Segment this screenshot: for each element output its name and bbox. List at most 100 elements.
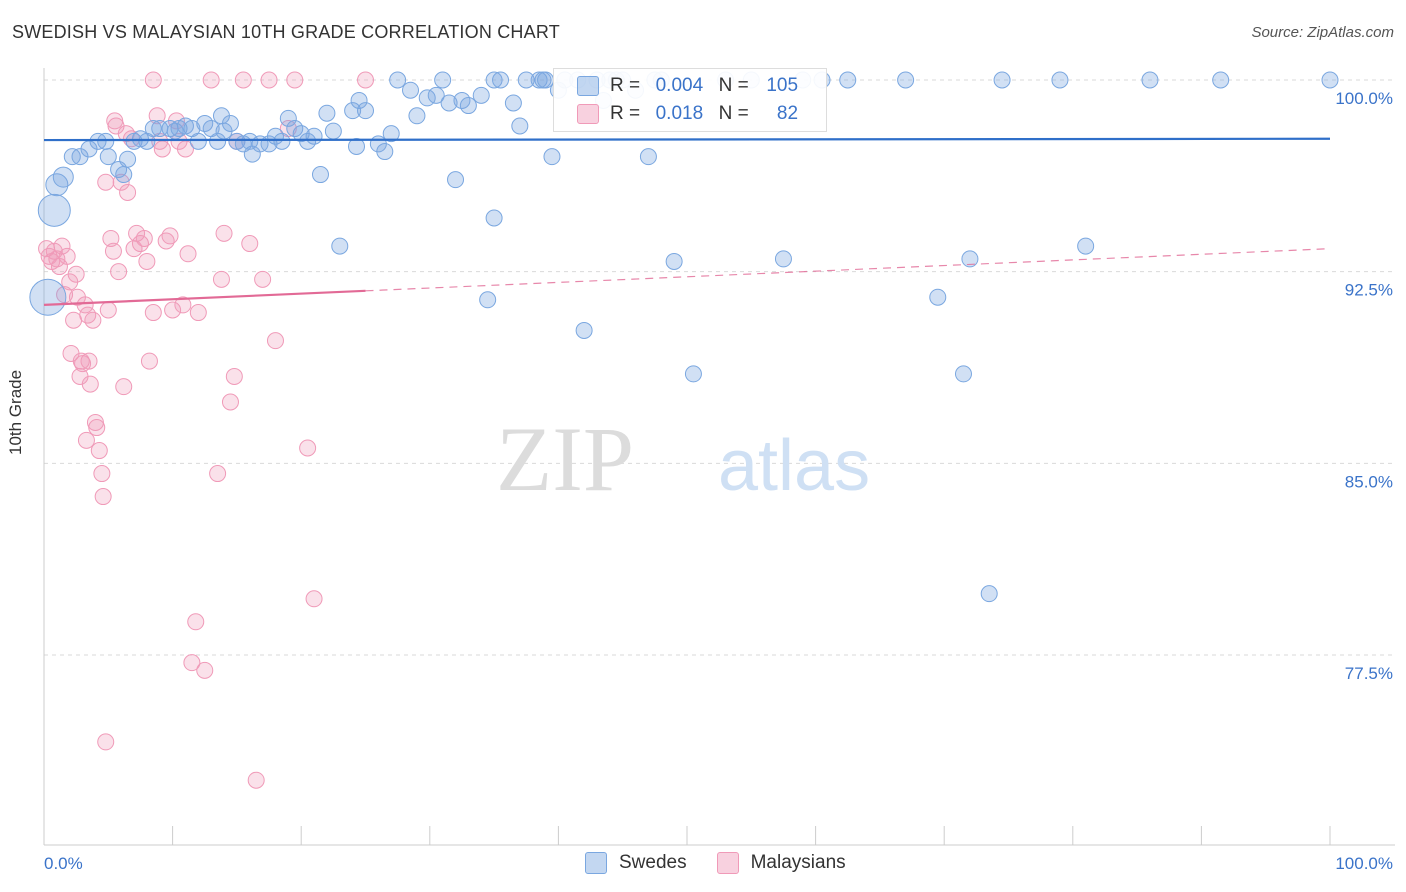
malaysians-point [80,352,98,370]
swedes-point [639,148,657,166]
x-tick-label: 100.0% [1335,854,1393,873]
swedes-point [99,148,117,166]
legend-n-value: 105 [766,75,799,96]
malaysians-point [260,71,278,89]
swedes-point [344,102,362,120]
legend-swatch-malaysians [577,104,599,124]
malaysians-point [164,301,182,319]
swedes-point [447,171,465,189]
malaysians-point [140,352,158,370]
malaysians-point [196,661,214,679]
malaysians-point [183,654,201,672]
watermark-atlas: atlas [718,426,870,506]
swedes-point [434,71,452,89]
malaysians-point [209,465,227,483]
malaysians-point [266,332,284,350]
swedes-point [492,71,510,89]
legend-item-swedes[interactable]: Swedes [585,852,687,874]
y-tick-label: 100.0% [1335,89,1393,108]
legend-n-value: 82 [776,103,799,124]
malaysians-point [110,263,128,281]
swedes-point [980,585,998,603]
stats-legend: R = 0.004 N = 105 R = 0.018 N = 82 [553,68,827,132]
malaysians-point [148,107,166,125]
legend-swatch-swedes [577,76,599,96]
malaysians-trend-solid [43,289,366,306]
malaysians-point [99,301,117,319]
swedes-point [408,107,426,125]
malaysians-point [357,71,374,89]
malaysians-point [88,419,106,437]
malaysians-point [79,306,97,324]
gridlines [44,79,1395,656]
swedes-point [347,137,365,155]
swedes-point [511,117,529,135]
swedes-point [144,120,162,138]
swedes-point [543,148,561,166]
swedes-point [402,81,420,99]
legend-swatch-malaysians [716,852,739,874]
malaysians-point [144,71,162,89]
swedes-point [1141,71,1159,89]
watermark: ZIP atlas [496,408,870,510]
malaysians-point [221,393,239,411]
swedes-point [839,71,857,89]
malaysians-point [305,590,323,608]
swedes-point [427,86,445,104]
malaysians-point [97,733,115,751]
legend-r-value: 0.004 [655,75,704,96]
malaysians-point [247,771,265,789]
malaysians-point [225,367,243,385]
malaysians-point [53,237,71,255]
swedes-point [530,71,548,89]
swedes-point [37,193,71,227]
swedes-point [485,71,503,89]
tick-labels: 100.0% 92.5% 85.0% 77.5% 0.0% 100.0% [44,89,1393,873]
swedes-point [1051,71,1069,89]
malaysians-point [144,304,162,322]
swedes-point [318,104,336,122]
malaysians-point [286,71,304,89]
y-tick-label: 92.5% [1345,281,1393,300]
trend-lines [43,137,1331,306]
swedes-point [241,132,259,150]
malaysians-point [81,375,99,393]
watermark-zip: ZIP [496,408,634,510]
swedes-point [189,132,207,150]
swedes-point [575,321,593,339]
swedes-point [221,114,239,132]
swedes-point [774,250,792,268]
malaysians-point [65,311,83,329]
swedes-point [119,150,137,168]
malaysians-point [161,227,179,245]
swedes-point [665,252,683,270]
malaysians-point [202,71,220,89]
malaysians-point [254,270,272,288]
malaysians-point [90,442,108,460]
malaysians-point [119,183,137,201]
swedes-point [440,94,458,112]
malaysians-point [93,465,111,483]
swedes-point [537,71,555,89]
swedes-point [1321,71,1339,89]
swedes-point [504,94,522,112]
swedes-point [1077,237,1095,255]
legend-r-label: R = [610,103,641,124]
swedes-point [897,71,915,89]
malaysians-point [215,224,233,242]
malaysians-point [68,288,86,306]
swedes-point [929,288,947,306]
y-tick-label: 77.5% [1345,664,1393,683]
swedes-point [993,71,1011,89]
malaysians-point [84,311,102,329]
legend-swatch-swedes [585,852,607,874]
legend-r-label: R = [610,75,641,96]
swedes-point [331,237,349,255]
legend-label-swedes: Swedes [619,852,687,873]
malaysians-point [299,439,317,457]
legend-item-malaysians[interactable]: Malaysians [716,852,846,874]
swedes-point [311,166,329,184]
malaysians-point [102,229,120,247]
swedes-point [324,122,342,140]
